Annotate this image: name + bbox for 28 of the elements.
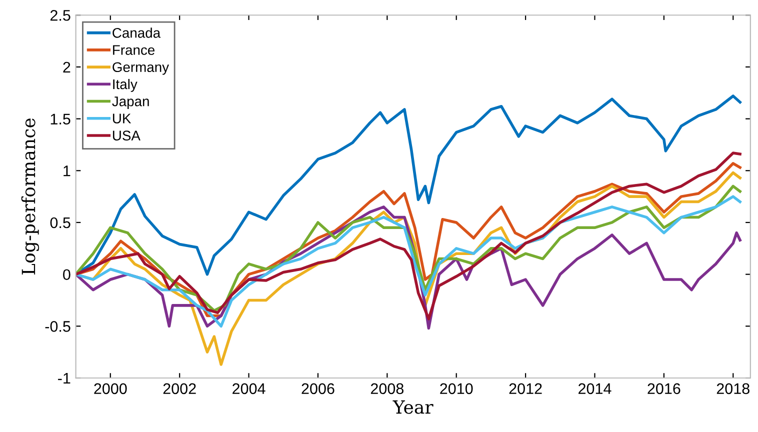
x-axis-title: Year [392,400,434,414]
y-tick-label: 2.5 [50,10,70,21]
y-tick-label: 1.5 [50,114,70,124]
x-tick-label: 2012 [509,383,542,394]
legend-label: Canada [112,28,161,38]
legend-label: Germany [112,62,169,75]
y-tick-label: 0.5 [50,217,70,228]
legend-label: Italy [113,78,138,92]
y-tick-label: -1 [58,373,70,384]
legend-label: UK [112,114,132,124]
x-tick-label: 2018 [716,383,750,394]
line-series [76,184,742,312]
x-tick-label: 2000 [94,383,127,394]
legend-label: USA [112,130,140,141]
x-tick-label: 2014 [578,383,612,394]
legend-label: Japan [112,96,149,110]
x-tick-label: 2008 [370,383,404,394]
y-tick-label: 2 [63,62,70,72]
x-tick-label: 2006 [302,383,334,394]
x-tick-label: 2002 [163,383,196,394]
x-tick-label: 2004 [232,383,266,394]
x-tick-label: 2016 [648,383,680,394]
legend-label: France [113,45,155,55]
y-tick-label: -0.5 [45,321,70,332]
y-axis-title: Log-performance [21,118,40,275]
y-tick-label: 1 [64,166,70,176]
y-tick-label: 0 [63,269,70,280]
x-tick-label: 2010 [440,383,473,394]
